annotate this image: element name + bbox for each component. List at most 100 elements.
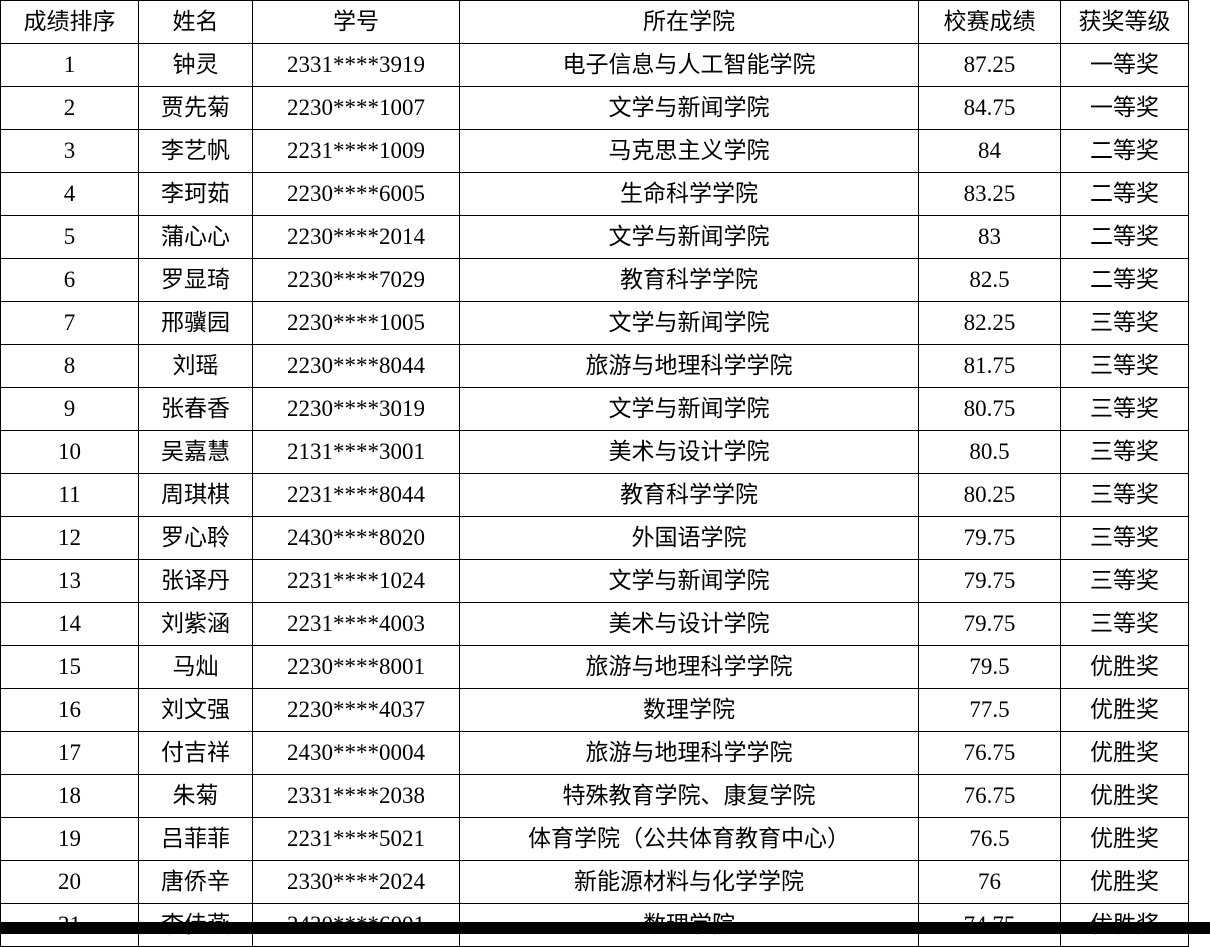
table-row: 5 蒲心心 2230****2014 文学与新闻学院 83 二等奖 [0, 215, 1189, 259]
cell-award: 二等奖 [1060, 215, 1189, 259]
cell-rank: 9 [0, 387, 139, 431]
cell-name: 李珂茹 [138, 172, 253, 216]
cell-rank: 11 [0, 473, 139, 517]
cell-college: 文学与新闻学院 [459, 559, 919, 603]
cell-award: 二等奖 [1060, 172, 1189, 216]
cell-score: 76 [918, 860, 1061, 904]
cell-name: 钟灵 [138, 43, 253, 87]
cell-award: 三等奖 [1060, 473, 1189, 517]
cell-college: 体育学院（公共体育教育中心） [459, 817, 919, 861]
cell-college: 文学与新闻学院 [459, 86, 919, 130]
column-header-rank: 成绩排序 [0, 0, 139, 44]
cell-student-id: 2331****3919 [252, 43, 460, 87]
cell-name: 吕菲菲 [138, 817, 253, 861]
cell-award: 优胜奖 [1060, 860, 1189, 904]
cell-rank: 14 [0, 602, 139, 646]
cell-score: 76.75 [918, 731, 1061, 775]
cell-rank: 4 [0, 172, 139, 216]
table-row: 13 张译丹 2231****1024 文学与新闻学院 79.75 三等奖 [0, 559, 1189, 603]
cell-name: 周琪棋 [138, 473, 253, 517]
table-row: 4 李珂茹 2230****6005 生命科学学院 83.25 二等奖 [0, 172, 1189, 216]
cell-award: 三等奖 [1060, 559, 1189, 603]
cell-score: 80.75 [918, 387, 1061, 431]
cell-name: 刘文强 [138, 688, 253, 732]
cell-award: 一等奖 [1060, 43, 1189, 87]
cell-rank: 12 [0, 516, 139, 560]
cell-student-id: 2430****0004 [252, 731, 460, 775]
cell-award: 三等奖 [1060, 516, 1189, 560]
cell-score: 76.75 [918, 774, 1061, 818]
cell-student-id: 2230****1007 [252, 86, 460, 130]
cell-student-id: 2230****4037 [252, 688, 460, 732]
cell-score: 87.25 [918, 43, 1061, 87]
cell-name: 张春香 [138, 387, 253, 431]
cell-award: 二等奖 [1060, 258, 1189, 302]
cell-student-id: 2230****3019 [252, 387, 460, 431]
cell-score: 77.5 [918, 688, 1061, 732]
cell-rank: 6 [0, 258, 139, 302]
cell-award: 三等奖 [1060, 344, 1189, 388]
cell-award: 优胜奖 [1060, 817, 1189, 861]
cell-name: 付吉祥 [138, 731, 253, 775]
cell-student-id: 2230****6005 [252, 172, 460, 216]
cell-score: 79.75 [918, 516, 1061, 560]
table-row: 3 李艺帆 2231****1009 马克思主义学院 84 二等奖 [0, 129, 1189, 173]
cell-student-id: 2230****1005 [252, 301, 460, 345]
table-row: 15 马灿 2230****8001 旅游与地理科学学院 79.5 优胜奖 [0, 645, 1189, 689]
cell-score: 79.5 [918, 645, 1061, 689]
cell-student-id: 2231****1009 [252, 129, 460, 173]
table-row: 16 刘文强 2230****4037 数理学院 77.5 优胜奖 [0, 688, 1189, 732]
table-row: 10 吴嘉慧 2131****3001 美术与设计学院 80.5 三等奖 [0, 430, 1189, 474]
cell-score: 79.75 [918, 602, 1061, 646]
cell-score: 83.25 [918, 172, 1061, 216]
cell-rank: 2 [0, 86, 139, 130]
table-row: 9 张春香 2230****3019 文学与新闻学院 80.75 三等奖 [0, 387, 1189, 431]
cell-score: 80.5 [918, 430, 1061, 474]
cell-score: 83 [918, 215, 1061, 259]
cell-rank: 17 [0, 731, 139, 775]
table-row: 14 刘紫涵 2231****4003 美术与设计学院 79.75 三等奖 [0, 602, 1189, 646]
cell-college: 马克思主义学院 [459, 129, 919, 173]
cell-name: 朱菊 [138, 774, 253, 818]
table-row: 7 邢骥园 2230****1005 文学与新闻学院 82.25 三等奖 [0, 301, 1189, 345]
cell-award: 三等奖 [1060, 602, 1189, 646]
cell-student-id: 2230****8001 [252, 645, 460, 689]
cell-name: 邢骥园 [138, 301, 253, 345]
cell-student-id: 2231****8044 [252, 473, 460, 517]
cell-name: 贾先菊 [138, 86, 253, 130]
cell-score: 76.5 [918, 817, 1061, 861]
cell-name: 马灿 [138, 645, 253, 689]
cell-student-id: 2231****1024 [252, 559, 460, 603]
cell-rank: 1 [0, 43, 139, 87]
cell-award: 优胜奖 [1060, 645, 1189, 689]
cell-score: 82.5 [918, 258, 1061, 302]
cell-score: 84 [918, 129, 1061, 173]
table-row: 2 贾先菊 2230****1007 文学与新闻学院 84.75 一等奖 [0, 86, 1189, 130]
cell-award: 三等奖 [1060, 387, 1189, 431]
cell-name: 刘紫涵 [138, 602, 253, 646]
column-header-college: 所在学院 [459, 0, 919, 44]
cell-student-id: 2330****2024 [252, 860, 460, 904]
cell-college: 教育科学学院 [459, 258, 919, 302]
table-row: 11 周琪棋 2231****8044 教育科学学院 80.25 三等奖 [0, 473, 1189, 517]
table-row: 6 罗显琦 2230****7029 教育科学学院 82.5 二等奖 [0, 258, 1189, 302]
cell-student-id: 2231****4003 [252, 602, 460, 646]
cell-name: 李艺帆 [138, 129, 253, 173]
cell-college: 文学与新闻学院 [459, 387, 919, 431]
column-header-award: 获奖等级 [1060, 0, 1189, 44]
cell-score: 82.25 [918, 301, 1061, 345]
cell-rank: 13 [0, 559, 139, 603]
cell-rank: 8 [0, 344, 139, 388]
table-row: 17 付吉祥 2430****0004 旅游与地理科学学院 76.75 优胜奖 [0, 731, 1189, 775]
cell-college: 旅游与地理科学学院 [459, 344, 919, 388]
table-row: 12 罗心聆 2430****8020 外国语学院 79.75 三等奖 [0, 516, 1189, 560]
cell-award: 三等奖 [1060, 301, 1189, 345]
table-row: 20 唐侨辛 2330****2024 新能源材料与化学学院 76 优胜奖 [0, 860, 1189, 904]
cell-rank: 7 [0, 301, 139, 345]
cell-college: 旅游与地理科学学院 [459, 645, 919, 689]
cell-score: 80.25 [918, 473, 1061, 517]
cell-name: 刘瑶 [138, 344, 253, 388]
table-row: 1 钟灵 2331****3919 电子信息与人工智能学院 87.25 一等奖 [0, 43, 1189, 87]
cell-college: 文学与新闻学院 [459, 301, 919, 345]
